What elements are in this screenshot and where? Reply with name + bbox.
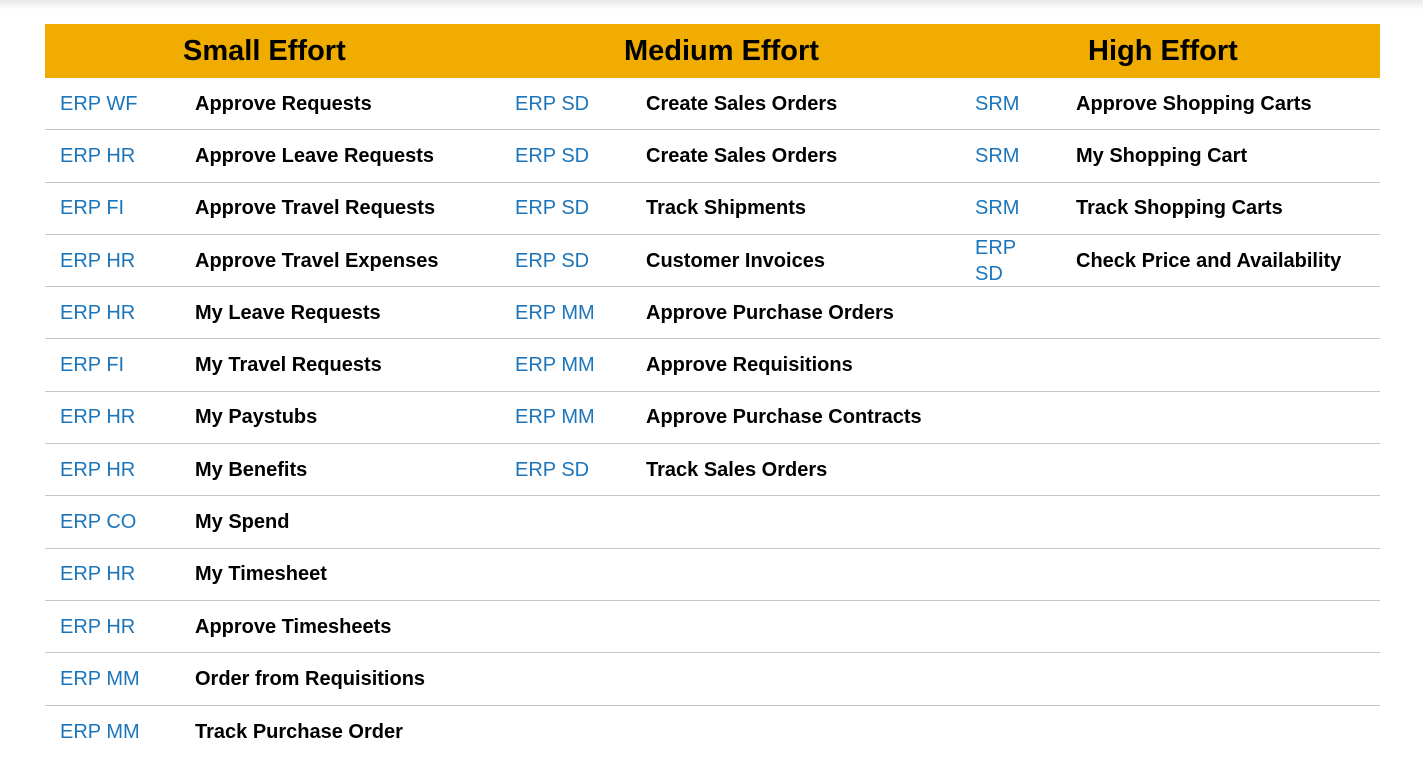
medium-task-cell [646, 601, 936, 652]
small-system-cell: ERP HR [60, 301, 136, 324]
table-row: ERP HR My Paystubs ERP MM Approve Purcha… [45, 392, 1380, 445]
small-system-cell: ERP HR [60, 144, 136, 167]
high-system-cell [975, 339, 1045, 390]
small-system-cell: ERP HR [60, 615, 136, 638]
medium-effort-heading: Medium Effort [624, 35, 819, 67]
small-task-cell: My Spend [195, 511, 290, 534]
small-task-cell: Approve Timesheets [195, 615, 392, 638]
high-system-cell: SRM [975, 197, 1020, 220]
high-system-cell: SRM [975, 144, 1020, 167]
small-task-cell: Order from Requisitions [195, 667, 426, 690]
small-system-cell: ERP HR [60, 458, 136, 481]
medium-system-cell: ERP SD [515, 458, 590, 481]
medium-system-cell: ERP SD [515, 144, 590, 167]
high-system-cell [975, 392, 1045, 443]
medium-task-cell: Approve Purchase Contracts [646, 406, 922, 429]
high-effort-heading: High Effort [1088, 35, 1238, 67]
table-row: ERP HR Approve Leave Requests ERP SD Cre… [45, 130, 1380, 183]
medium-system-cell: ERP MM [515, 406, 595, 429]
high-system-cell [975, 653, 1045, 704]
small-task-cell: My Paystubs [195, 406, 318, 429]
medium-system-cell: ERP SD [515, 92, 590, 115]
medium-system-cell: ERP MM [515, 301, 595, 324]
high-task-cell [1076, 706, 1366, 758]
high-system-cell [975, 444, 1045, 495]
effort-table: ERP WF Approve Requests ERP SD Create Sa… [45, 78, 1380, 758]
small-task-cell: My Timesheet [195, 563, 327, 586]
table-row: ERP HR Approve Timesheets [45, 601, 1380, 654]
effort-header-bar: Small Effort Medium Effort High Effort [45, 24, 1380, 78]
high-task-cell [1076, 601, 1366, 652]
high-system-cell [975, 706, 1045, 758]
medium-system-cell: ERP SD [515, 197, 590, 220]
high-system-cell [975, 496, 1045, 547]
table-row: ERP MM Track Purchase Order [45, 706, 1380, 758]
medium-task-cell [646, 653, 936, 704]
table-row: ERP CO My Spend [45, 496, 1380, 549]
medium-system-cell: ERP MM [515, 354, 595, 377]
top-shade [0, 0, 1423, 10]
high-task-cell [1076, 444, 1366, 495]
medium-system-cell: ERP SD [515, 249, 590, 272]
small-task-cell: Approve Travel Requests [195, 197, 436, 220]
table-row: ERP HR My Timesheet [45, 549, 1380, 601]
high-system-cell: ERP SD [975, 236, 1016, 285]
medium-task-cell [646, 706, 936, 758]
medium-task-cell: Create Sales Orders [646, 144, 838, 167]
small-task-cell: My Travel Requests [195, 354, 382, 377]
table-row: ERP MM Order from Requisitions [45, 653, 1380, 706]
medium-task-cell: Customer Invoices [646, 249, 825, 272]
small-system-cell: ERP FI [60, 354, 125, 377]
small-task-cell: My Benefits [195, 458, 308, 481]
small-system-cell: ERP MM [60, 667, 140, 690]
small-task-cell: Approve Requests [195, 92, 372, 115]
medium-task-cell [646, 549, 936, 600]
medium-task-cell: Track Shipments [646, 197, 807, 220]
high-task-cell: My Shopping Cart [1076, 144, 1248, 167]
high-task-cell: Check Price and Availability [1076, 249, 1342, 272]
high-system-cell [975, 287, 1045, 338]
small-system-cell: ERP FI [60, 197, 125, 220]
high-task-cell: Track Shopping Carts [1076, 197, 1283, 220]
table-row: ERP WF Approve Requests ERP SD Create Sa… [45, 78, 1380, 131]
table-row: ERP HR My Leave Requests ERP MM Approve … [45, 287, 1380, 340]
medium-task-cell: Track Sales Orders [646, 458, 828, 481]
high-system-cell [975, 601, 1045, 652]
small-task-cell: Track Purchase Order [195, 720, 403, 743]
table-row: ERP HR My Benefits ERP SD Track Sales Or… [45, 444, 1380, 497]
medium-task-cell: Approve Requisitions [646, 354, 853, 377]
table-row: ERP FI My Travel Requests ERP MM Approve… [45, 339, 1380, 392]
high-task-cell [1076, 549, 1366, 600]
high-system-cell [975, 549, 1045, 600]
high-task-cell [1076, 653, 1366, 704]
small-system-cell: ERP WF [60, 92, 138, 115]
small-system-cell: ERP CO [60, 511, 137, 534]
high-task-cell [1076, 339, 1366, 390]
small-task-cell: Approve Travel Expenses [195, 249, 439, 272]
high-task-cell [1076, 496, 1366, 547]
medium-task-cell: Create Sales Orders [646, 92, 838, 115]
high-task-cell: Approve Shopping Carts [1076, 92, 1312, 115]
high-system-cell: SRM [975, 92, 1020, 115]
table-row: ERP HR Approve Travel Expenses ERP SD Cu… [45, 235, 1380, 288]
small-system-cell: ERP HR [60, 563, 136, 586]
small-system-cell: ERP HR [60, 406, 136, 429]
small-effort-heading: Small Effort [183, 35, 346, 67]
high-task-cell [1076, 392, 1366, 443]
small-system-cell: ERP HR [60, 249, 136, 272]
medium-task-cell: Approve Purchase Orders [646, 301, 894, 324]
high-task-cell [1076, 287, 1366, 338]
small-task-cell: Approve Leave Requests [195, 144, 434, 167]
medium-task-cell [646, 496, 936, 547]
small-system-cell: ERP MM [60, 720, 140, 743]
table-row: ERP FI Approve Travel Requests ERP SD Tr… [45, 183, 1380, 235]
small-task-cell: My Leave Requests [195, 301, 381, 324]
